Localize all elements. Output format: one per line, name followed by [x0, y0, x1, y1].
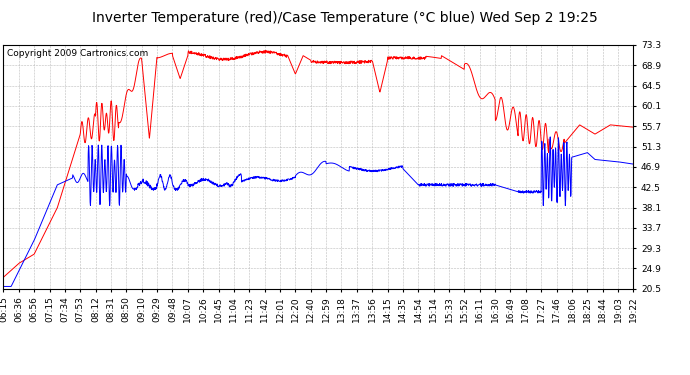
- Text: Inverter Temperature (red)/Case Temperature (°C blue) Wed Sep 2 19:25: Inverter Temperature (red)/Case Temperat…: [92, 11, 598, 25]
- Text: Copyright 2009 Cartronics.com: Copyright 2009 Cartronics.com: [7, 49, 148, 58]
